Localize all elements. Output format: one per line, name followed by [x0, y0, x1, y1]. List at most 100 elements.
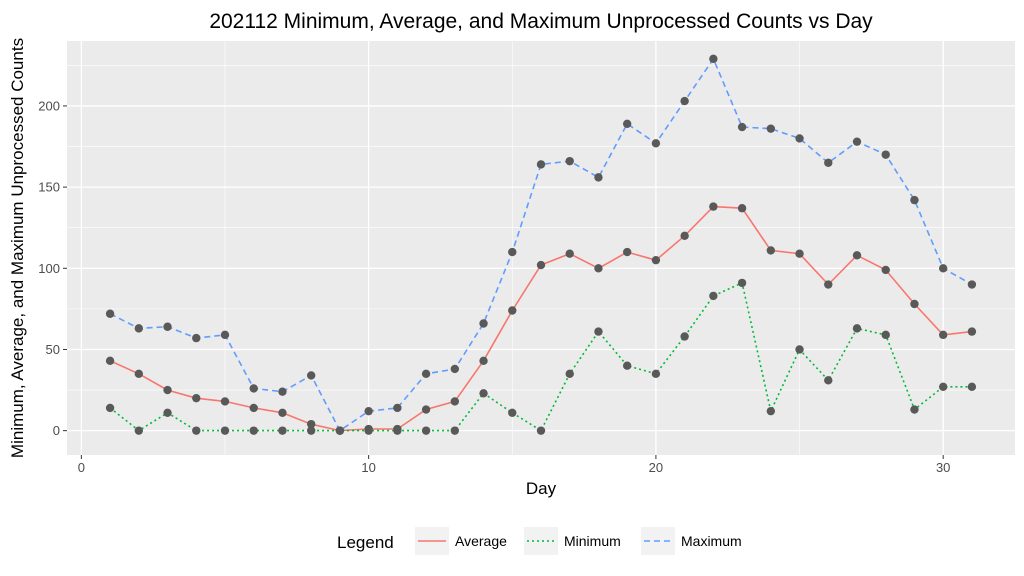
- data-point-average: [737, 204, 747, 213]
- data-point-minimum: [249, 426, 258, 435]
- data-point-minimum: [594, 327, 603, 336]
- data-point-average: [134, 369, 144, 379]
- data-point-average: [795, 249, 804, 258]
- data-point-maximum: [536, 160, 546, 169]
- y-tick-label: 0: [53, 423, 60, 438]
- data-point-average: [938, 330, 948, 340]
- data-point-maximum: [622, 119, 632, 128]
- data-point-minimum: [163, 408, 172, 417]
- data-point-minimum: [220, 426, 230, 435]
- x-tick-label: 0: [78, 460, 85, 475]
- data-point-maximum: [910, 195, 919, 205]
- data-point-maximum: [709, 54, 718, 64]
- data-point-maximum: [737, 122, 747, 132]
- data-point-average: [651, 255, 661, 265]
- x-tick-label: 10: [361, 460, 375, 475]
- data-point-average: [709, 202, 718, 211]
- x-tick-label: 30: [936, 460, 950, 475]
- data-point-maximum: [795, 134, 804, 143]
- data-point-average: [622, 247, 632, 257]
- data-point-maximum: [192, 333, 201, 343]
- y-tick-label: 150: [38, 180, 60, 195]
- data-point-minimum: [622, 361, 632, 370]
- data-point-maximum: [249, 384, 258, 393]
- data-point-minimum: [737, 278, 747, 288]
- data-point-average: [450, 397, 460, 406]
- data-point-maximum: [824, 158, 833, 167]
- data-point-maximum: [565, 156, 574, 166]
- data-point-minimum: [393, 426, 402, 435]
- data-point-maximum: [278, 387, 287, 396]
- data-point-minimum: [709, 291, 718, 301]
- data-point-average: [220, 397, 230, 406]
- data-point-average: [306, 419, 316, 429]
- data-point-minimum: [565, 369, 574, 379]
- data-point-minimum: [795, 345, 804, 354]
- data-point-average: [192, 393, 201, 403]
- data-point-minimum: [134, 426, 144, 435]
- data-point-average: [105, 356, 115, 366]
- data-point-average: [881, 265, 890, 275]
- legend: Legend Average Minimum Maximum: [337, 527, 742, 555]
- y-tick-label: 200: [38, 98, 60, 113]
- data-point-minimum: [450, 426, 460, 435]
- data-point-average: [536, 260, 546, 270]
- data-point-minimum: [479, 389, 488, 398]
- data-point-maximum: [220, 330, 230, 340]
- legend-label-minimum: Minimum: [564, 533, 621, 549]
- data-point-maximum: [364, 406, 373, 416]
- data-point-maximum: [651, 139, 661, 148]
- data-point-average: [910, 299, 919, 309]
- data-point-minimum: [938, 382, 948, 392]
- data-point-maximum: [680, 96, 689, 106]
- data-point-minimum: [766, 406, 776, 416]
- data-point-minimum: [967, 382, 977, 392]
- data-point-minimum: [852, 324, 862, 333]
- y-axis-title: Minimum, Average, and Maximum Unprocesse…: [8, 38, 27, 458]
- data-point-average: [278, 408, 287, 417]
- data-point-maximum: [134, 324, 144, 333]
- data-point-minimum: [910, 405, 919, 414]
- y-tick-label: 50: [46, 342, 60, 357]
- data-point-average: [680, 231, 689, 241]
- data-point-minimum: [421, 426, 431, 435]
- data-point-minimum: [306, 426, 316, 435]
- data-point-average: [824, 280, 833, 289]
- data-point-minimum: [824, 376, 833, 385]
- data-point-average: [163, 385, 172, 395]
- data-point-minimum: [881, 330, 890, 340]
- data-point-maximum: [594, 173, 603, 182]
- data-point-maximum: [421, 369, 431, 379]
- data-point-average: [479, 356, 488, 366]
- y-tick-label: 100: [38, 261, 60, 276]
- data-point-maximum: [508, 247, 517, 257]
- data-point-average: [766, 246, 776, 255]
- plot-panel: 0 10 20 30 0 50 100 150 200: [38, 41, 1015, 475]
- data-point-minimum: [651, 369, 661, 379]
- data-point-maximum: [306, 371, 316, 380]
- data-point-maximum: [967, 280, 977, 289]
- x-axis-title: Day: [526, 479, 557, 498]
- panel-background: [67, 41, 1015, 455]
- data-point-average: [967, 327, 977, 336]
- data-point-maximum: [766, 124, 776, 133]
- data-point-maximum: [335, 426, 345, 435]
- data-point-maximum: [852, 137, 862, 146]
- data-point-average: [508, 306, 517, 315]
- data-point-average: [852, 251, 862, 260]
- data-point-minimum: [192, 426, 201, 435]
- data-point-maximum: [105, 309, 115, 318]
- data-point-average: [421, 405, 431, 414]
- data-point-minimum: [536, 426, 546, 435]
- data-point-maximum: [479, 319, 488, 328]
- data-point-average: [594, 264, 603, 273]
- data-point-minimum: [364, 426, 373, 435]
- data-point-maximum: [163, 322, 172, 331]
- data-point-average: [565, 249, 574, 258]
- data-point-maximum: [938, 264, 948, 273]
- data-point-minimum: [508, 408, 517, 417]
- data-point-minimum: [105, 403, 115, 413]
- data-point-maximum: [393, 403, 402, 413]
- x-tick-label: 20: [649, 460, 663, 475]
